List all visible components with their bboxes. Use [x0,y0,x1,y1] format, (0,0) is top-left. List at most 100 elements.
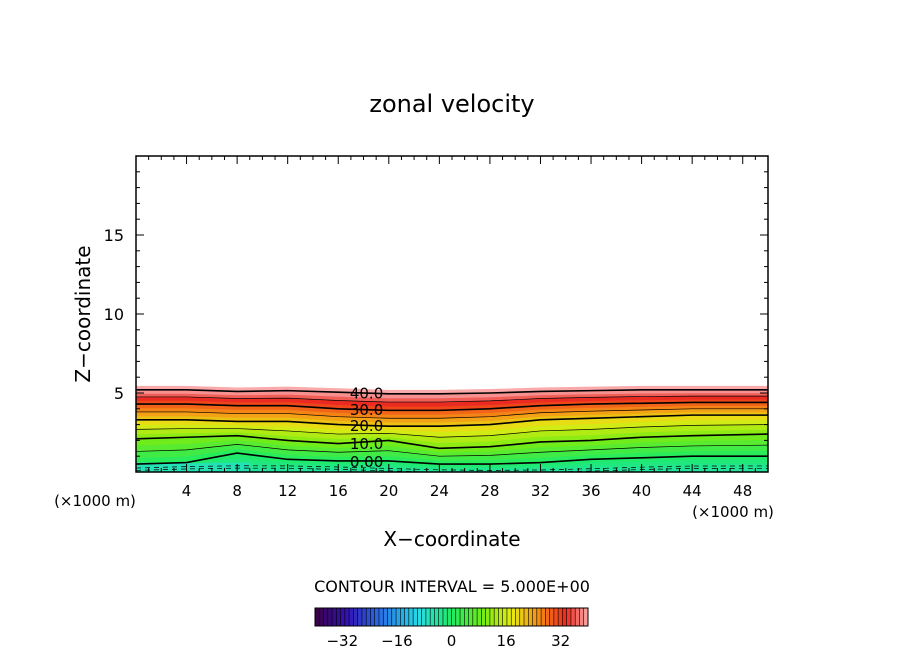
y-tick-label: 10 [104,305,124,324]
x-unit-left: (×1000 m) [54,492,136,510]
colorbar-swatch [417,608,422,626]
colorbar-swatch [468,608,474,626]
colorbar-swatch [524,608,529,626]
colorbar-swatch [511,608,516,626]
colorbar-swatch [319,608,324,626]
colorbar-swatch [391,608,397,626]
colorbar-swatch [323,608,329,626]
colorbar-swatch [366,608,371,626]
contour-line-minor [136,408,768,419]
contour-label: 10.0 [350,435,383,453]
colorbar-swatch [349,608,354,626]
x-tick-label: 8 [232,482,242,500]
x-axis-label: X−coordinate [383,527,520,551]
y-tick-label: 5 [114,384,124,403]
x-tick-label: 20 [379,482,398,500]
contour-label: 30.0 [350,401,383,419]
colorbar-swatch [485,608,491,626]
colorbar-swatch [570,608,576,626]
colorbar-swatch [579,608,585,626]
colorbar-swatch [447,608,452,626]
x-tick-label: 12 [278,482,297,500]
colorbar-swatch [575,608,580,626]
contour-label: 40.0 [350,384,383,402]
colorbar-frame [314,607,589,627]
x-tick-label: 40 [632,482,651,500]
colorbar-swatch [455,608,461,626]
colorbar-swatch [425,608,431,626]
colorbar-swatch [378,608,384,626]
colorbar-swatch [336,608,341,626]
colorbar-tick-label: 0 [447,632,457,650]
contour-line [136,433,768,450]
colorbar-swatch [374,608,380,626]
colorbar-swatch [498,608,503,626]
colorbar-swatch [451,608,457,626]
colorbar-swatch [332,608,337,626]
x-tick-label: 36 [581,482,600,500]
colorbar-swatch [519,608,525,626]
colorbar-swatch [502,608,508,626]
colorbar-swatch [442,608,448,626]
colorbar-swatch [383,608,388,626]
colorbar-swatch [528,608,533,626]
colorbar-swatch [460,608,465,626]
contour-line [136,401,768,412]
contour-line-minor [136,443,768,457]
colorbar-swatch [327,608,333,626]
colorbar-swatch [438,608,444,626]
colorbar-swatch [315,608,320,626]
y-tick-label: 15 [104,226,124,245]
colorbar-swatch [357,608,363,626]
colorbar-swatch [387,608,393,626]
colorbar-swatch [472,608,478,626]
colorbar-tick-label: 32 [551,632,570,650]
colorbar-tick-label: −32 [326,632,358,650]
colorbar-tick-label: −16 [381,632,413,650]
colorbar-swatch [477,608,482,626]
colorbar-swatch [400,608,405,626]
colorbar-swatch [413,608,418,626]
colorbar-swatch [515,608,521,626]
contour-line-minor [136,395,768,403]
plot-area [136,385,768,472]
colorbar-swatch [396,608,401,626]
x-tick-label: 16 [329,482,348,500]
colorbar-swatch [361,608,367,626]
velocity-fill [136,385,768,472]
x-tick-label: 28 [480,482,499,500]
x-tick-label: 24 [430,482,449,500]
colorbar-tick-label: 16 [497,632,516,650]
colorbar [314,608,589,626]
contour-line [136,414,768,427]
contour-label: 0.00 [350,453,383,471]
colorbar-swatch [536,608,542,626]
colorbar-swatch [566,608,572,626]
colorbar-swatch [464,608,469,626]
colorbar-swatch [434,608,440,626]
colorbar-swatch [541,608,546,626]
colorbar-title: CONTOUR INTERVAL = 5.000E+00 [314,577,590,596]
x-tick-label: 32 [531,482,550,500]
velocity-band [136,385,768,394]
colorbar-swatch [494,608,499,626]
colorbar-swatch [506,608,512,626]
colorbar-swatch [408,608,414,626]
colorbar-swatch [421,608,427,626]
colorbar-swatch [370,608,376,626]
colorbar-swatch [549,608,555,626]
contour-line [136,389,768,395]
colorbar-swatch [562,608,567,626]
y-axis-label: Z−coordinate [71,245,95,382]
x-tick-label: 44 [683,482,702,500]
colorbar-swatch [353,608,358,626]
colorbar-swatch [489,608,495,626]
x-unit-right: (×1000 m) [692,503,774,521]
colorbar-swatch [558,608,563,626]
colorbar-swatch [430,608,435,626]
x-tick-label: 4 [182,482,192,500]
colorbar-swatch [344,608,350,626]
contour-line-minor [136,424,768,438]
